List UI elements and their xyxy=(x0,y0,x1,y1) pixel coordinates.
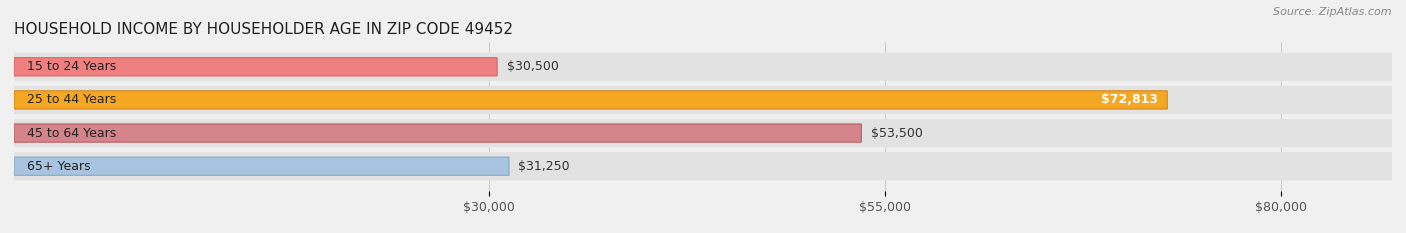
Text: $72,813: $72,813 xyxy=(1101,93,1157,106)
FancyBboxPatch shape xyxy=(14,86,1392,114)
FancyBboxPatch shape xyxy=(14,157,509,175)
Text: 25 to 44 Years: 25 to 44 Years xyxy=(27,93,115,106)
FancyBboxPatch shape xyxy=(14,152,1392,180)
FancyBboxPatch shape xyxy=(14,58,498,76)
FancyBboxPatch shape xyxy=(14,119,1392,147)
Text: 15 to 24 Years: 15 to 24 Years xyxy=(27,60,115,73)
Text: $30,500: $30,500 xyxy=(506,60,558,73)
Text: 45 to 64 Years: 45 to 64 Years xyxy=(27,127,115,140)
Text: HOUSEHOLD INCOME BY HOUSEHOLDER AGE IN ZIP CODE 49452: HOUSEHOLD INCOME BY HOUSEHOLDER AGE IN Z… xyxy=(14,22,513,37)
FancyBboxPatch shape xyxy=(14,124,862,142)
Text: $31,250: $31,250 xyxy=(519,160,569,173)
Text: 65+ Years: 65+ Years xyxy=(27,160,90,173)
Text: $53,500: $53,500 xyxy=(870,127,922,140)
FancyBboxPatch shape xyxy=(14,91,1167,109)
Text: Source: ZipAtlas.com: Source: ZipAtlas.com xyxy=(1274,7,1392,17)
FancyBboxPatch shape xyxy=(14,53,1392,81)
